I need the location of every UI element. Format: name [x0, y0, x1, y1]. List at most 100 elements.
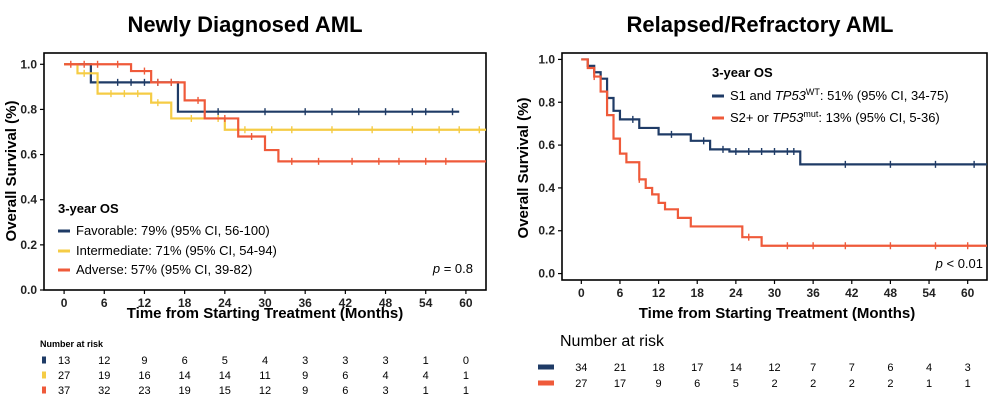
x-tick-label: 12 [138, 296, 152, 310]
p-value-text: = 0.8 [440, 261, 473, 276]
risk-count: 15 [219, 385, 231, 397]
risk-count: 3 [382, 385, 388, 397]
y-axis-label: Overall Survival (%) [515, 98, 532, 239]
x-tick-label: 42 [845, 286, 859, 300]
y-tick-label: 0.2 [538, 224, 555, 238]
x-tick-label: 36 [299, 296, 313, 310]
x-tick-label: 54 [419, 296, 433, 310]
risk-count: 9 [302, 370, 308, 382]
risk-count: 6 [182, 355, 188, 367]
y-tick-label: 0.8 [538, 95, 555, 109]
p-value: p = 0.8 [432, 261, 473, 276]
x-tick-label: 0 [578, 286, 585, 300]
risk-count: 1 [463, 385, 469, 397]
risk-count: 32 [98, 385, 110, 397]
risk-row-swatch [42, 356, 46, 364]
risk-count: 1 [463, 370, 469, 382]
risk-count: 2 [849, 378, 855, 390]
legend: 3-year OS Favorable: 79% (95% CI, 56-100… [58, 201, 277, 277]
gene-name: TP53 [775, 88, 807, 103]
risk-count: 2 [771, 378, 777, 390]
risk-count: 7 [849, 362, 855, 374]
risk-count: 6 [342, 385, 348, 397]
x-tick-label: 48 [884, 286, 898, 300]
x-tick-label: 24 [729, 286, 743, 300]
y-tick-label: 0.4 [538, 181, 555, 195]
survival-curve [64, 63, 460, 113]
superscript: WT [806, 87, 820, 97]
risk-count: 23 [138, 385, 150, 397]
x-axis-label: Time from Starting Treatment (Months) [639, 305, 915, 322]
x-tick-label: 42 [339, 296, 353, 310]
y-tick-label: 0.6 [20, 148, 37, 162]
panel-right: Relapsed/Refractory AML 0.0 0.2 0.4 0.6 0.8 1… [515, 12, 988, 390]
risk-count: 2 [887, 378, 893, 390]
risk-count: 14 [730, 362, 742, 374]
risk-count: 21 [614, 362, 626, 374]
legend-text: : 13% (95% CI, 5-36) [818, 110, 939, 125]
x-tick-label: 30 [768, 286, 782, 300]
p-symbol: p [432, 261, 440, 276]
risk-count: 12 [98, 355, 110, 367]
x-tick-label: 18 [691, 286, 705, 300]
p-value-text: < 0.01 [943, 256, 983, 271]
risk-count: 3 [342, 355, 348, 367]
superscript: mut [803, 109, 819, 119]
risk-count: 19 [179, 385, 191, 397]
risk-count: 9 [656, 378, 662, 390]
survival-curve [581, 58, 987, 247]
risk-count: 4 [262, 355, 268, 367]
y-tick-label: 0.2 [20, 238, 37, 252]
risk-count: 11 [259, 370, 270, 382]
p-symbol: p [935, 256, 943, 271]
risk-row-swatch [538, 364, 554, 370]
x-tick-label: 24 [218, 296, 232, 310]
p-value: p < 0.01 [935, 256, 983, 271]
y-tick-label: 0.4 [20, 193, 37, 207]
risk-count: 5 [222, 355, 228, 367]
risk-count: 4 [423, 370, 429, 382]
y-axis-label: Overall Survival (%) [3, 101, 20, 242]
risk-count: 17 [691, 362, 703, 374]
legend-label: Adverse: 57% (95% CI, 39-82) [76, 262, 252, 277]
x-tick-label: 54 [922, 286, 936, 300]
risk-count: 6 [342, 370, 348, 382]
risk-count: 17 [614, 378, 626, 390]
x-tick-label: 60 [459, 296, 473, 310]
risk-count: 0 [463, 355, 469, 367]
x-tick-label: 12 [652, 286, 666, 300]
chart-title: Relapsed/Refractory AML [627, 12, 894, 37]
survival-curve [64, 63, 486, 163]
legend-title: 3-year OS [712, 65, 773, 80]
y-tick-label: 0.0 [538, 267, 555, 281]
x-axis-label: Time from Starting Treatment (Months) [127, 305, 403, 322]
risk-row-swatch [42, 386, 46, 394]
risk-count: 1 [423, 355, 429, 367]
legend-label: Intermediate: 71% (95% CI, 54-94) [76, 243, 277, 258]
y-tick-label: 1.0 [538, 52, 555, 66]
risk-count: 3 [965, 362, 971, 374]
risk-count: 5 [733, 378, 739, 390]
risk-count: 14 [219, 370, 231, 382]
x-tick-label: 6 [617, 286, 624, 300]
legend-label: S2+ or TP53mut: 13% (95% CI, 5-36) [730, 109, 940, 125]
risk-table-title: Number at risk [40, 339, 104, 349]
y-tick-label: 0.6 [538, 138, 555, 152]
legend-label: S1 and TP53WT: 51% (95% CI, 34-75) [730, 87, 949, 103]
risk-count: 6 [694, 378, 700, 390]
legend-title: 3-year OS [58, 201, 119, 216]
risk-count: 27 [575, 378, 587, 390]
risk-count: 16 [138, 370, 150, 382]
y-tick-label: 0.0 [20, 283, 37, 297]
risk-count: 1 [965, 378, 971, 390]
risk-count: 13 [58, 355, 70, 367]
panel-left: Newly Diagnosed AML 0.0 0.2 0.4 0.6 0.8 1.0 0… [3, 12, 487, 397]
risk-count: 12 [768, 362, 780, 374]
gene-name: TP53 [772, 110, 804, 125]
risk-count: 4 [926, 362, 932, 374]
risk-count: 3 [382, 355, 388, 367]
legend-label: Favorable: 79% (95% CI, 56-100) [76, 223, 270, 238]
legend-text: S2+ or [730, 110, 772, 125]
chart-title: Newly Diagnosed AML [127, 12, 362, 37]
